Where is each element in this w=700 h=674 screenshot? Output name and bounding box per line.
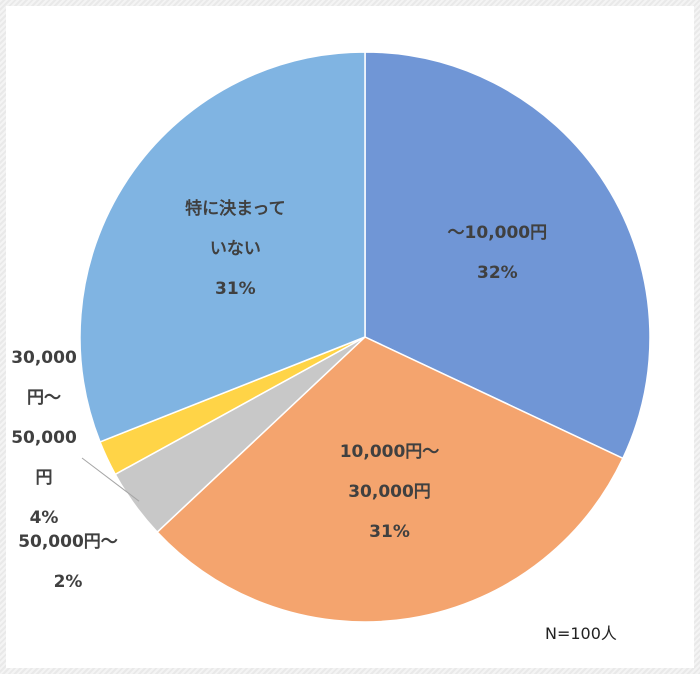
data-label: 50,000円～ 2% <box>11 522 126 602</box>
pie-slice <box>79 51 366 443</box>
data-label: 特に決まっていない 31% <box>179 189 291 309</box>
pie-slice <box>156 336 624 623</box>
data-label: 10,000円～30,000円 31% <box>334 432 446 552</box>
value-label: 32% <box>476 263 518 283</box>
value-label: 4% <box>29 508 59 528</box>
annotation: N=100人 <box>545 624 617 643</box>
category-label: 10,000円～30,000円 <box>339 441 440 502</box>
value-label: 31% <box>214 278 256 299</box>
data-label: 30,000円～50,000円 4% <box>4 338 84 538</box>
category-label: 30,000円～50,000円 <box>11 348 77 488</box>
leader-line <box>81 457 140 502</box>
value-label: 31% <box>369 521 410 542</box>
data-label: ～10,000円 32% <box>441 213 553 293</box>
pie-slice <box>364 51 651 460</box>
category-label: 50,000円～ <box>18 532 118 552</box>
category-label: 特に決まっていない <box>185 198 286 259</box>
value-label: 2% <box>53 572 83 592</box>
category-label: ～10,000円 <box>447 223 548 243</box>
